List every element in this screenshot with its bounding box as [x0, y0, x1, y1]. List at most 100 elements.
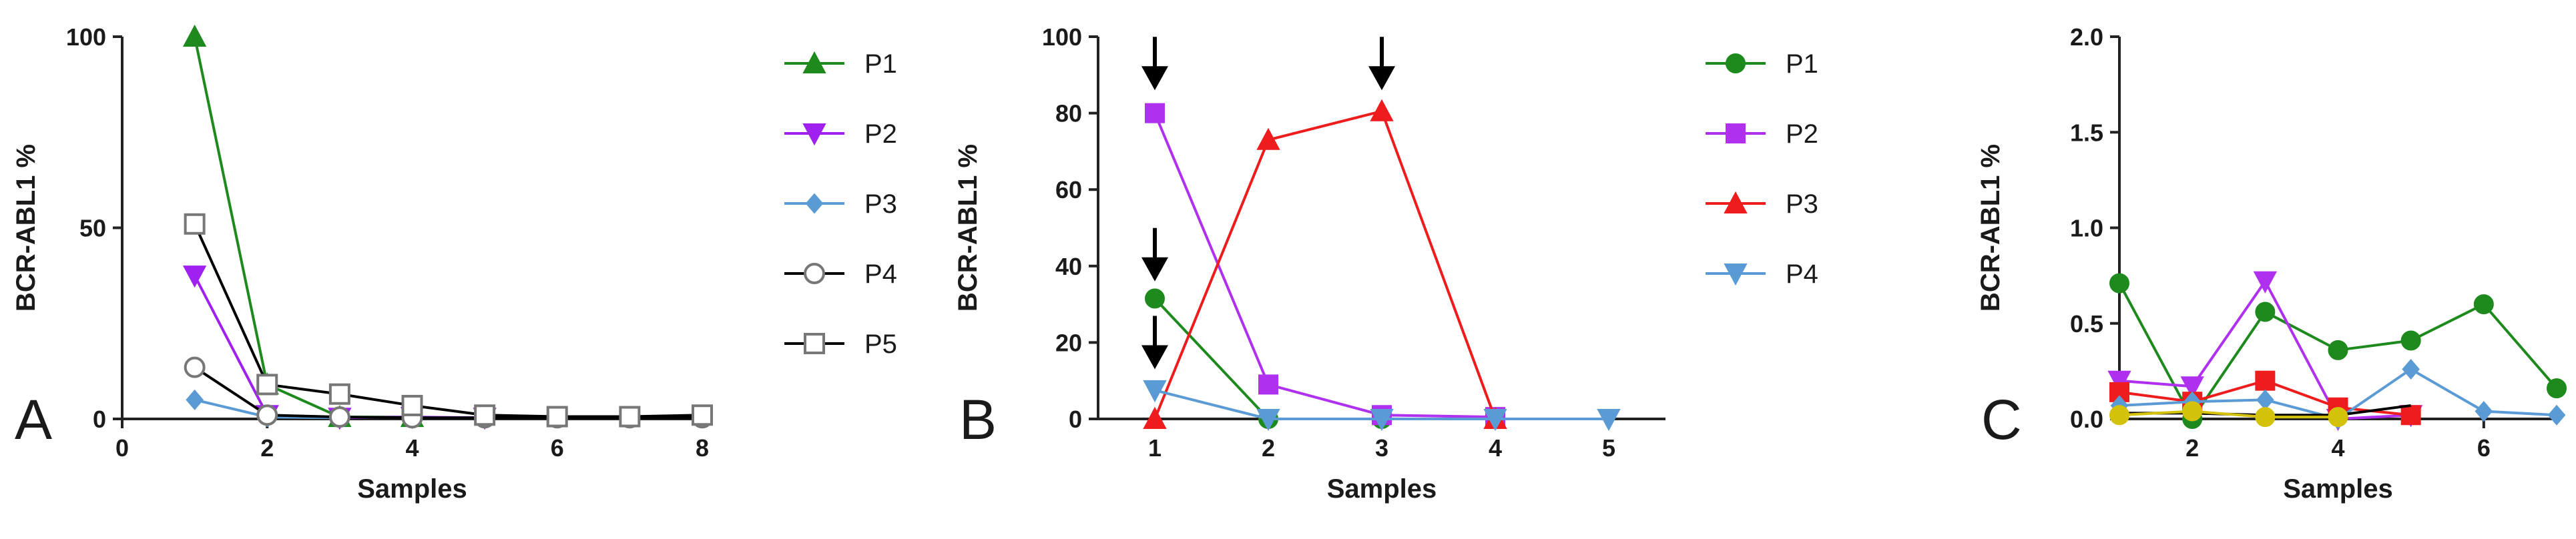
panel-b: 0 20 40 60 80 100 1 2 3 4 5 Samples BCR-ABL1 % B P1 P2 P… — [953, 23, 1818, 504]
data-point — [1143, 406, 1167, 429]
series-line — [1153, 298, 1382, 420]
data-point — [2182, 401, 2203, 422]
legend-marker — [804, 333, 825, 354]
data-point — [2253, 271, 2277, 294]
annotation-arrow-head — [1141, 66, 1168, 91]
y-tick-label: 0.0 — [2070, 406, 2103, 433]
data-point — [1256, 127, 1280, 150]
series-line — [193, 223, 703, 418]
legend-label: P5 — [864, 330, 897, 359]
x-tick-label: 6 — [2477, 434, 2491, 462]
y-tick-label: 0 — [1069, 406, 1082, 433]
legend-marker — [804, 263, 825, 284]
x-tick-label: 8 — [696, 434, 709, 462]
x-axis-title: Samples — [357, 474, 467, 504]
series-line — [1153, 109, 1497, 420]
data-point — [2402, 358, 2420, 380]
x-axis-title: Samples — [1327, 474, 1437, 504]
data-point — [474, 404, 496, 426]
y-tick-label: 60 — [1055, 176, 1082, 203]
y-tick-label: 80 — [1055, 100, 1082, 127]
data-point — [2180, 376, 2204, 399]
data-point — [2328, 407, 2348, 428]
x-tick-label: 5 — [1602, 434, 1615, 462]
data-point — [401, 394, 423, 416]
panel-letter: C — [1981, 388, 2022, 451]
y-axis-title: BCR-ABL1 % — [11, 144, 41, 312]
y-tick-label: 0.5 — [2070, 310, 2103, 338]
data-point — [186, 389, 204, 410]
annotation-arrow-head — [1368, 66, 1395, 91]
panel-a: 0 50 100 0 2 4 6 8 Samples BCR-ABL1 % A P1 P2 P3 P4 P5 — [11, 23, 897, 504]
x-tick-label: 2 — [2185, 434, 2199, 462]
x-axis-title: Samples — [2283, 474, 2393, 504]
legend-label: P2 — [864, 119, 897, 149]
data-point — [2255, 370, 2276, 391]
data-point — [256, 374, 278, 396]
panel-letter: B — [959, 388, 997, 451]
data-point — [1370, 409, 1394, 432]
data-point — [1143, 380, 1167, 403]
annotation-arrow-head — [1141, 345, 1168, 370]
x-tick-label: 2 — [260, 434, 274, 462]
series-line — [2119, 410, 2338, 419]
annotation-arrow-head — [1141, 257, 1168, 282]
y-axis-title: BCR-ABL1 % — [1976, 144, 2005, 312]
legend-marker — [1724, 191, 1748, 213]
y-tick-label: 0 — [93, 406, 106, 433]
x-tick-label: 4 — [405, 434, 419, 462]
y-tick-label: 1.5 — [2070, 119, 2103, 146]
data-point — [182, 265, 207, 288]
legend-label: P3 — [864, 189, 897, 219]
data-point — [2107, 370, 2131, 393]
data-point — [1483, 409, 1507, 432]
data-point — [1597, 409, 1621, 432]
data-point — [2255, 302, 2276, 322]
y-tick-label: 20 — [1055, 329, 1082, 356]
data-point — [2400, 405, 2421, 426]
data-point — [692, 404, 713, 426]
data-point — [1258, 374, 1278, 395]
data-point — [256, 404, 278, 426]
data-point — [2109, 273, 2129, 294]
legend-label: P2 — [1786, 119, 1818, 149]
legend-marker — [1724, 263, 1748, 286]
data-point — [2547, 378, 2567, 399]
x-tick-label: 6 — [551, 434, 564, 462]
data-point — [2255, 407, 2276, 428]
data-point — [182, 24, 207, 47]
legend-marker — [802, 51, 826, 73]
y-tick-label: 50 — [79, 215, 106, 242]
y-tick-label: 2.0 — [2070, 23, 2103, 51]
data-point — [2473, 294, 2494, 315]
y-tick-label: 1.0 — [2070, 215, 2103, 242]
data-point — [1370, 99, 1394, 121]
legend-marker — [802, 123, 826, 146]
y-tick-label: 100 — [66, 23, 106, 51]
data-point — [546, 406, 568, 428]
legend-marker — [1726, 53, 1746, 73]
y-tick-label: 100 — [1042, 23, 1082, 51]
legend-marker — [1726, 123, 1746, 143]
data-point — [1145, 103, 1165, 123]
data-point — [2475, 401, 2493, 422]
series-line — [1153, 112, 1496, 419]
x-tick-label: 3 — [1375, 434, 1388, 462]
data-point — [2109, 405, 2129, 426]
y-tick-label: 40 — [1055, 253, 1082, 280]
x-tick-label: 4 — [2331, 434, 2344, 462]
data-point — [2547, 404, 2566, 426]
legend-label: P1 — [864, 49, 897, 79]
legend-label: P4 — [1786, 259, 1818, 289]
legend-label: P1 — [1786, 49, 1818, 79]
data-point — [2400, 330, 2421, 351]
x-tick-label: 1 — [1148, 434, 1162, 462]
data-point — [1145, 288, 1165, 309]
data-point — [184, 213, 206, 235]
data-point — [2256, 389, 2274, 410]
x-tick-label: 4 — [1489, 434, 1502, 462]
y-axis-title: BCR-ABL1 % — [953, 144, 983, 312]
legend-label: P4 — [864, 259, 897, 289]
panel-c: 0.0 0.5 1.0 1.5 2.0 2 4 6 Samples BCR-ABL1 % C — [1976, 23, 2567, 504]
